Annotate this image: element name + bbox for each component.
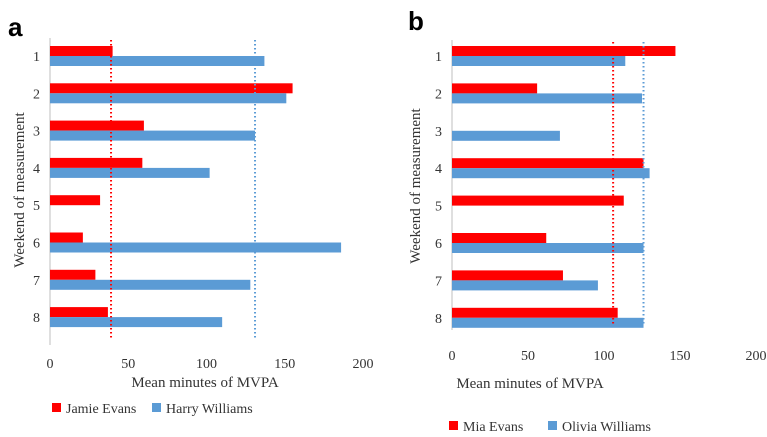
legend-label-1: Jamie Evans	[66, 402, 136, 417]
legend-swatch-1	[52, 403, 61, 412]
y-tick-label: 8	[435, 312, 442, 327]
bar-series-2-week-6	[50, 242, 342, 253]
bar-series-1-week-3	[50, 120, 144, 131]
y-tick-label: 6	[33, 237, 40, 252]
x-tick-label: 150	[274, 357, 295, 372]
y-tick-label: 5	[435, 200, 442, 215]
bar-series-1-week-5	[50, 195, 101, 206]
x-tick-label: 150	[670, 349, 691, 364]
bar-series-1-week-5	[452, 195, 624, 206]
x-tick-label: 200	[746, 349, 767, 364]
chart-panel-a: a1 2 3 4 5 6 7 8 0 50 100 150 200 Mean minutes of MVP…	[8, 12, 374, 417]
bar-series-2-week-8	[452, 317, 644, 328]
x-tick-label: 50	[521, 349, 535, 364]
bar-series-2-week-3	[452, 130, 560, 141]
y-tick-label: 8	[33, 311, 40, 326]
bar-series-1-week-2	[452, 83, 538, 94]
x-tick-label: 0	[47, 357, 54, 372]
bar-series-1-week-6	[452, 233, 547, 243]
y-tick-label: 6	[435, 237, 442, 252]
x-tick-label: 50	[121, 357, 135, 372]
y-tick-label: 2	[33, 87, 40, 102]
bar-series-1-week-6	[50, 232, 83, 243]
bar-series-1-week-4	[452, 158, 644, 169]
y-tick-label: 7	[33, 274, 40, 289]
y-tick-label: 4	[435, 162, 442, 177]
panel-label: a	[8, 12, 23, 42]
bar-series-1-week-8	[452, 307, 618, 318]
legend-swatch-2	[548, 421, 557, 430]
y-tick-label: 1	[435, 50, 442, 65]
bar-series-1-week-7	[50, 269, 96, 280]
bar-series-2-week-2	[50, 93, 287, 104]
y-tick-label: 1	[33, 50, 40, 65]
x-tick-label: 0	[449, 349, 456, 364]
x-axis-title: Mean minutes of MVPA	[456, 376, 604, 392]
legend-label-2: Olivia Williams	[562, 420, 651, 435]
x-tick-label: 100	[196, 357, 217, 372]
y-axis-title: Weekend of measurement	[12, 111, 28, 267]
y-tick-label: 5	[33, 199, 40, 214]
bar-series-2-week-8	[50, 317, 223, 328]
y-tick-label: 3	[33, 125, 40, 140]
bar-series-2-week-2	[452, 93, 642, 104]
bar-series-1-week-4	[50, 157, 143, 168]
y-tick-label: 3	[435, 125, 442, 140]
legend-swatch-2	[152, 403, 161, 412]
legend-label-2: Harry Williams	[166, 402, 253, 417]
bar-series-2-week-3	[50, 130, 256, 141]
panel-label: b	[408, 6, 424, 36]
x-tick-label: 200	[353, 357, 374, 372]
bar-series-1-week-1	[452, 46, 676, 56]
bar-series-2-week-1	[452, 56, 626, 66]
y-tick-label: 4	[33, 162, 40, 177]
x-tick-label: 100	[594, 349, 615, 364]
bar-series-2-week-4	[452, 168, 650, 179]
y-tick-label: 7	[435, 274, 442, 289]
legend-label-1: Mia Evans	[463, 420, 523, 435]
bar-series-1-week-7	[452, 270, 563, 281]
bar-series-1-week-8	[50, 307, 108, 318]
bar-series-2-week-6	[452, 243, 644, 253]
y-axis-title: Weekend of measurement	[408, 107, 424, 263]
bar-series-2-week-7	[50, 279, 251, 290]
x-axis-title: Mean minutes of MVPA	[131, 375, 279, 391]
bar-series-2-week-7	[452, 280, 598, 291]
y-tick-label: 2	[435, 87, 442, 102]
bar-series-1-week-1	[50, 46, 113, 56]
bar-series-2-week-4	[50, 167, 210, 178]
chart-panel-b: b1 2 3 4 5 6 7 8 0 50 100 150 200 Mean minutes of MVP…	[408, 6, 767, 435]
bar-series-2-week-1	[50, 56, 265, 66]
legend-swatch-1	[449, 421, 458, 430]
bar-series-1-week-2	[50, 83, 293, 94]
